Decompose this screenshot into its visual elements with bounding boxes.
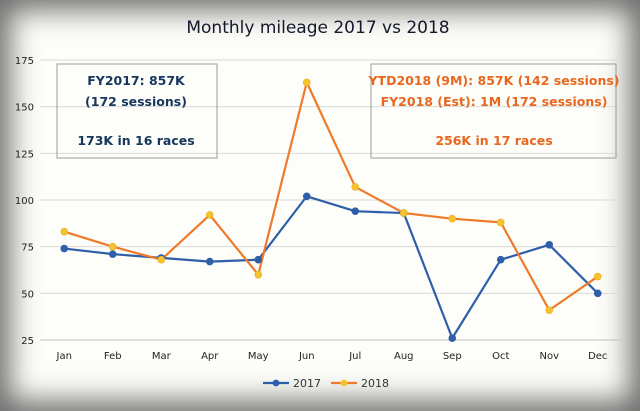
data-point-2017 — [60, 244, 69, 253]
data-point-2018 — [545, 306, 554, 314]
data-point-2017 — [593, 289, 602, 298]
annotation-left: FY2017: 857K (172 sessions) 173K in 16 r… — [56, 63, 218, 159]
x-axis-ticks: Jan Feb Mar Apr May Jun Jul Aug Sep Oct Nov Dec — [56, 351, 608, 362]
y-tick-label: 75 — [21, 243, 34, 254]
series-line-2018 — [63, 81, 599, 312]
y-tick-label: 175 — [15, 56, 34, 67]
x-tick-label: May — [248, 351, 269, 362]
x-tick-label: Feb — [104, 351, 122, 362]
series-group — [60, 78, 602, 342]
data-point-2018 — [593, 272, 602, 281]
legend: 2017 2018 — [263, 377, 389, 390]
data-point-2017 — [545, 241, 554, 249]
x-tick-label: Mar — [152, 351, 172, 362]
data-point-2018 — [399, 209, 408, 217]
data-point-2018 — [60, 227, 69, 236]
data-point-2017 — [302, 192, 311, 201]
x-tick-label: Jun — [298, 351, 315, 362]
y-tick-label: 25 — [21, 336, 34, 347]
legend-label-2017: 2017 — [293, 377, 321, 390]
data-point-2018 — [108, 242, 117, 251]
data-point-2018 — [496, 218, 505, 227]
data-point-2018 — [254, 270, 263, 279]
y-axis-ticks: 25 50 75 100 125 150 175 — [15, 56, 34, 347]
data-point-2017 — [448, 334, 457, 342]
data-point-2018 — [448, 214, 457, 223]
data-point-2018 — [302, 78, 311, 87]
legend-label-2018: 2018 — [361, 377, 389, 390]
data-point-2017 — [205, 257, 214, 266]
data-point-2017 — [254, 255, 263, 264]
x-tick-label: Sep — [443, 351, 462, 362]
y-tick-label: 150 — [15, 103, 34, 114]
y-tick-label: 50 — [21, 289, 34, 300]
annotation-left-box — [56, 63, 218, 159]
x-tick-label: Apr — [201, 351, 219, 362]
annotation-right-line2: FY2018 (Est): 1M (172 sessions) — [381, 94, 608, 109]
legend-marker-2017 — [272, 379, 280, 387]
annotation-left-line2: (172 sessions) — [85, 94, 187, 109]
annotation-left-line1: FY2017: 857K — [87, 73, 186, 88]
data-point-2017 — [496, 255, 505, 264]
annotation-right-line1: YTD2018 (9M): 857K (142 sessions) — [367, 73, 619, 88]
x-tick-label: Jan — [56, 351, 72, 362]
legend-marker-2018 — [340, 379, 348, 387]
data-point-2018 — [351, 183, 360, 191]
series-line-2017 — [64, 195, 599, 340]
y-tick-label: 100 — [15, 196, 34, 207]
x-tick-label: Nov — [539, 351, 559, 362]
annotation-right-line3: 256K in 17 races — [435, 133, 552, 148]
data-point-2018 — [157, 255, 166, 264]
chart-title: Monthly mileage 2017 vs 2018 — [186, 18, 449, 38]
x-tick-label: Aug — [394, 351, 414, 362]
annotation-left-line3: 173K in 16 races — [77, 133, 194, 148]
x-tick-label: Oct — [492, 351, 509, 362]
x-tick-label: Dec — [588, 351, 607, 362]
data-point-2017 — [108, 250, 117, 258]
annotation-right-box — [370, 63, 617, 159]
annotation-right: YTD2018 (9M): 857K (142 sessions) FY2018… — [367, 63, 620, 159]
x-tick-label: Jul — [348, 351, 361, 362]
gridlines — [40, 59, 622, 341]
y-tick-label: 125 — [15, 149, 34, 160]
data-point-2018 — [205, 211, 214, 219]
data-point-2017 — [351, 207, 360, 216]
